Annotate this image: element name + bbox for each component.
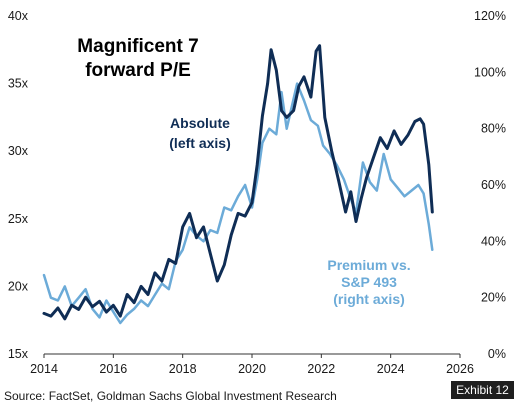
right-axis-ticks: 0% 20% 40% 60% 80% 100% 120%	[474, 9, 506, 361]
x-tick-label: 2018	[169, 362, 197, 376]
exhibit-badge: Exhibit 12	[451, 381, 514, 399]
left-tick-label: 15x	[8, 347, 29, 361]
x-tick-label: 2020	[238, 362, 266, 376]
series-line-premium	[42, 82, 434, 325]
text-line: Premium vs.	[327, 257, 410, 273]
text-line: S&P 493	[341, 274, 397, 290]
right-tick-label: 0%	[488, 347, 506, 361]
left-tick-label: 30x	[8, 144, 29, 158]
left-tick-label: 40x	[8, 9, 29, 23]
left-tick-label: 25x	[8, 212, 29, 226]
source-note: Source: FactSet, Goldman Sachs Global In…	[4, 389, 337, 403]
x-axis-ticks: 2014 2016 2018 2020 2022 2024 2026	[30, 354, 474, 376]
text-line: Absolute	[170, 115, 230, 131]
right-tick-label: 40%	[481, 234, 506, 248]
series-label-absolute: Absolute (left axis)	[169, 115, 230, 151]
right-tick-label: 60%	[481, 178, 506, 192]
right-tick-label: 20%	[481, 291, 506, 305]
x-tick-label: 2024	[377, 362, 405, 376]
left-axis-ticks: 15x 20x 25x 30x 35x 40x	[8, 9, 29, 361]
text-line: forward P/E	[85, 60, 191, 81]
left-tick-label: 35x	[8, 77, 29, 91]
text-line: Magnificent 7	[77, 36, 198, 57]
series-label-premium: Premium vs. S&P 493 (right axis)	[327, 257, 410, 307]
text-line: (right axis)	[333, 291, 405, 307]
left-tick-label: 20x	[8, 279, 29, 293]
chart-title: Magnificent 7 forward P/E	[77, 36, 198, 81]
x-tick-label: 2022	[307, 362, 335, 376]
x-tick-label: 2016	[99, 362, 127, 376]
x-tick-label: 2014	[30, 362, 58, 376]
x-tick-label: 2026	[446, 362, 474, 376]
right-tick-label: 120%	[474, 9, 506, 23]
right-tick-label: 80%	[481, 122, 506, 136]
series-layer	[42, 44, 434, 325]
right-tick-label: 100%	[474, 65, 506, 79]
series-line-absolute	[42, 44, 434, 321]
text-line: (left axis)	[169, 135, 230, 151]
